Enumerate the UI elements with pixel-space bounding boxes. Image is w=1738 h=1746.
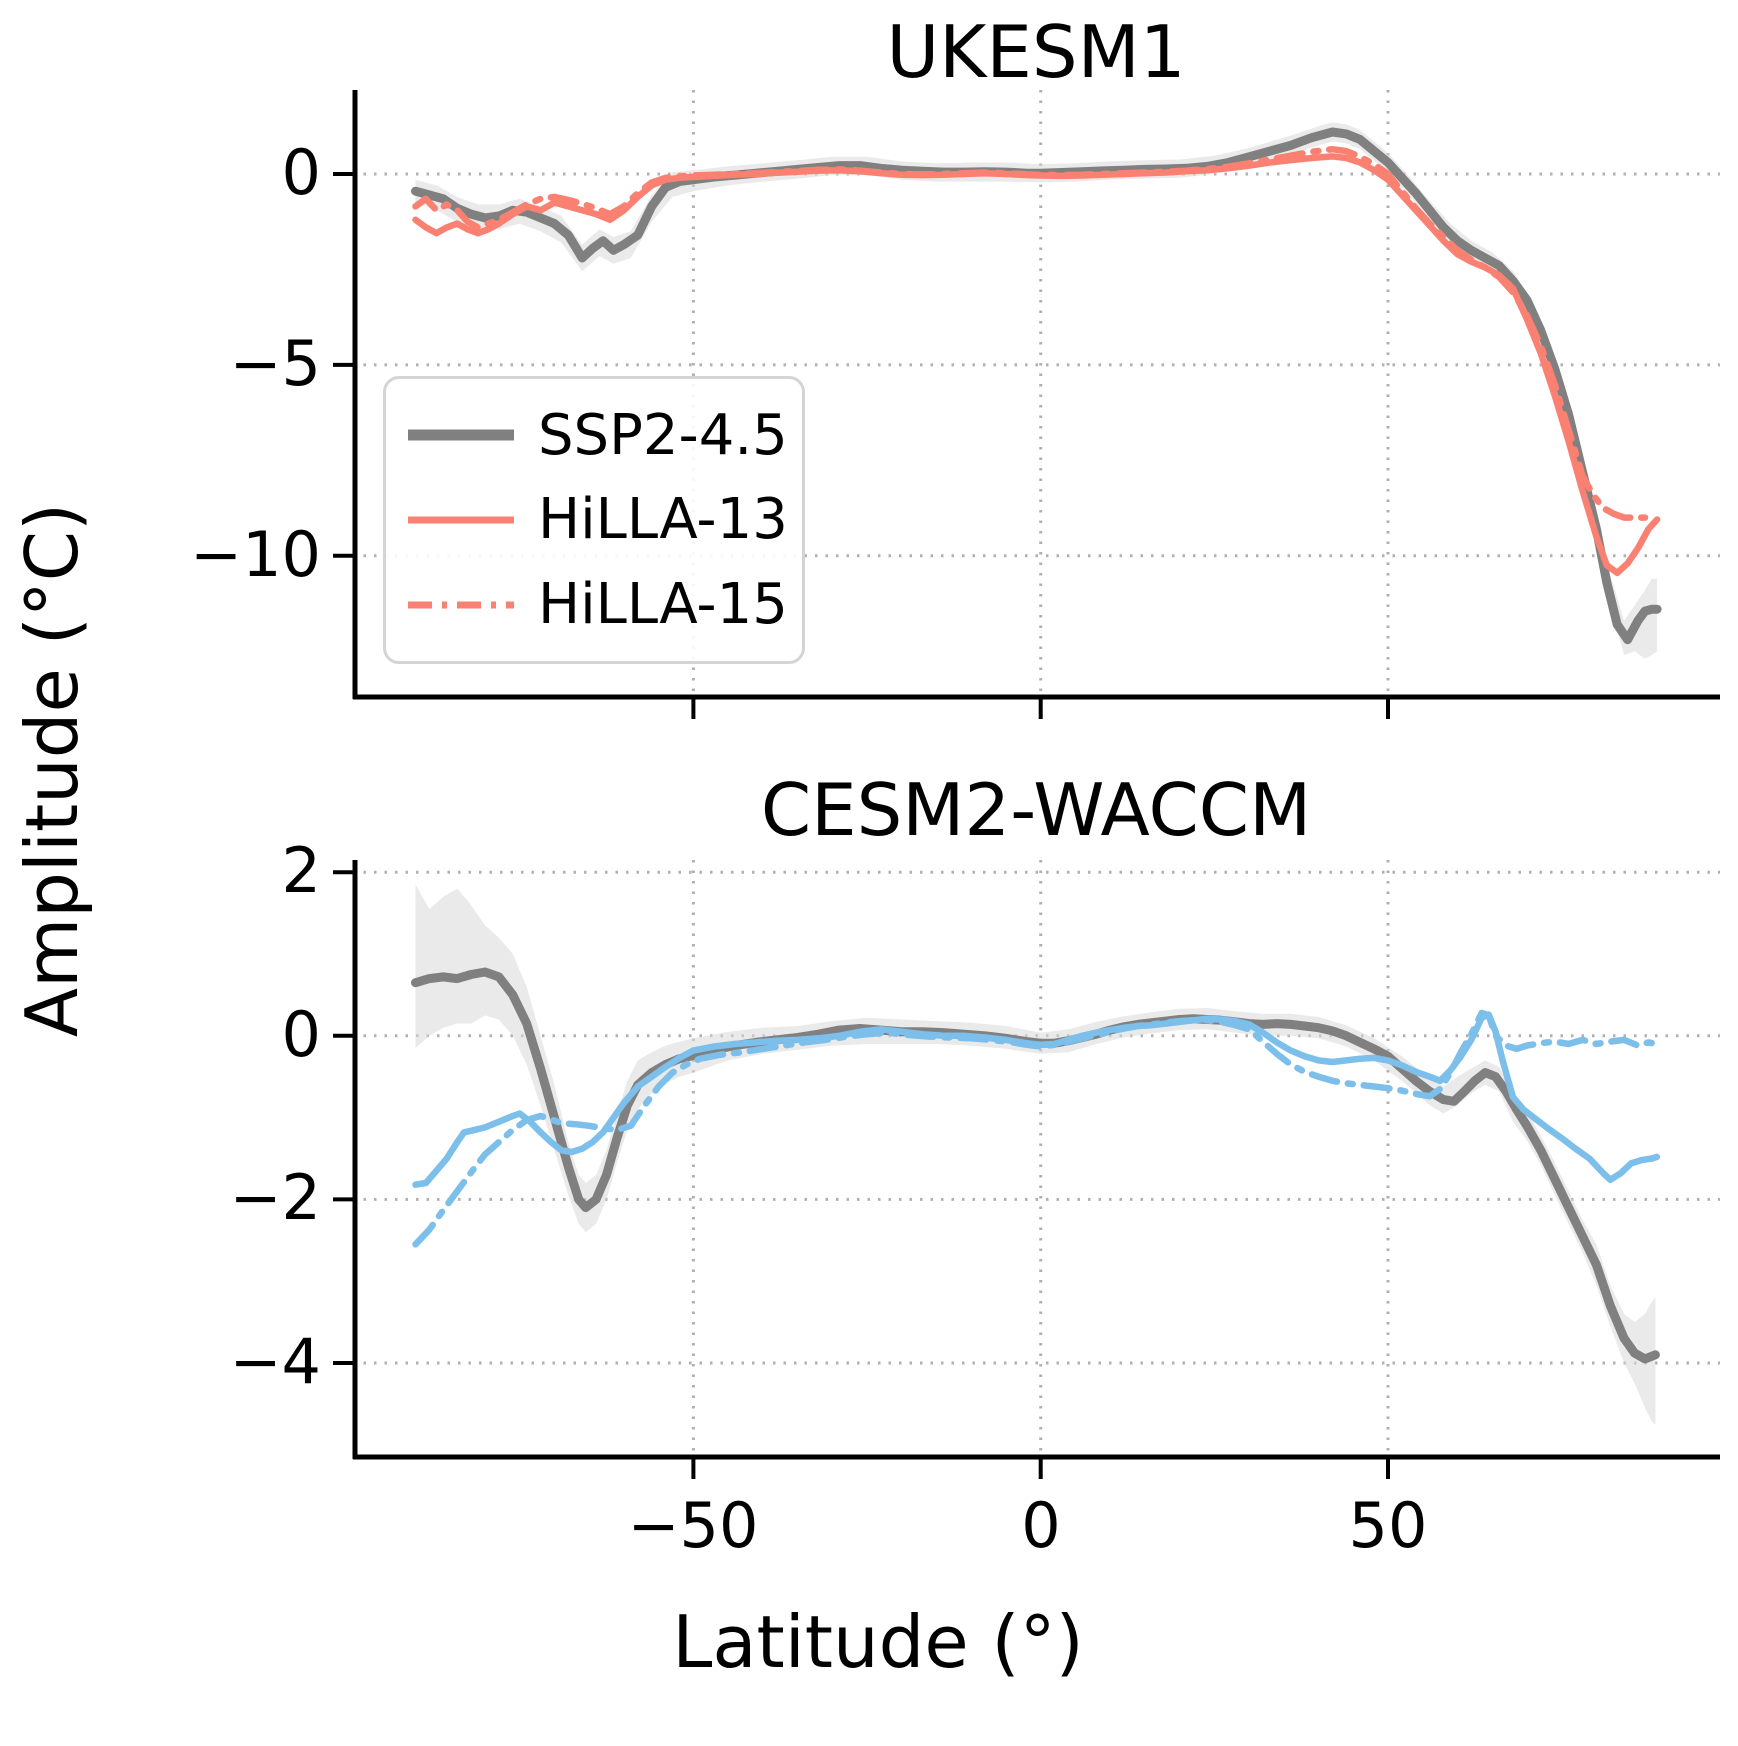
uncertainty-band bbox=[415, 884, 1656, 1425]
y-tick-label: −2 bbox=[229, 1161, 321, 1235]
subplot-ukesm1 bbox=[333, 90, 1720, 719]
subplot-cesm2-waccm bbox=[333, 860, 1720, 1479]
x-tick-label: 0 bbox=[1021, 1489, 1061, 1562]
legend: SSP2-4.5 HiLLA-13 HiLLA-15 bbox=[383, 376, 805, 664]
x-tick-label: −50 bbox=[627, 1489, 759, 1562]
subplot-title-cesm2-waccm: CESM2-WACCM bbox=[760, 768, 1312, 852]
legend-item-ssp2-4.5: SSP2-4.5 bbox=[406, 403, 802, 468]
legend-item-hilla-15: HiLLA-15 bbox=[406, 572, 802, 637]
x-tick-label: 50 bbox=[1348, 1489, 1428, 1562]
y-axis-label: Amplitude (°C) bbox=[10, 502, 94, 1038]
ukesm1-ssp245-line bbox=[411, 127, 1662, 645]
legend-line-swatch bbox=[408, 601, 514, 609]
legend-line-swatch bbox=[408, 429, 514, 441]
subplot-title-ukesm1: UKESM1 bbox=[886, 10, 1186, 94]
ukesm1-hilla15-line bbox=[412, 145, 1649, 521]
legend-label: HiLLA-13 bbox=[538, 487, 788, 553]
y-tick-label: −4 bbox=[229, 1325, 321, 1399]
y-tick-label: −10 bbox=[190, 518, 321, 592]
y-tick-label: 0 bbox=[281, 998, 321, 1072]
y-tick-label: 0 bbox=[281, 136, 321, 210]
legend-item-hilla-13: HiLLA-13 bbox=[406, 487, 802, 552]
cesm2-waccm-hilla15-line bbox=[412, 1009, 1661, 1248]
y-tick-label: 2 bbox=[281, 834, 321, 908]
legend-label: SSP2-4.5 bbox=[538, 402, 788, 468]
x-axis-label: Latitude (°) bbox=[672, 1600, 1084, 1684]
legend-line-swatch bbox=[408, 516, 514, 524]
legend-label: HiLLA-15 bbox=[538, 572, 788, 638]
y-tick-label: −5 bbox=[229, 327, 321, 401]
